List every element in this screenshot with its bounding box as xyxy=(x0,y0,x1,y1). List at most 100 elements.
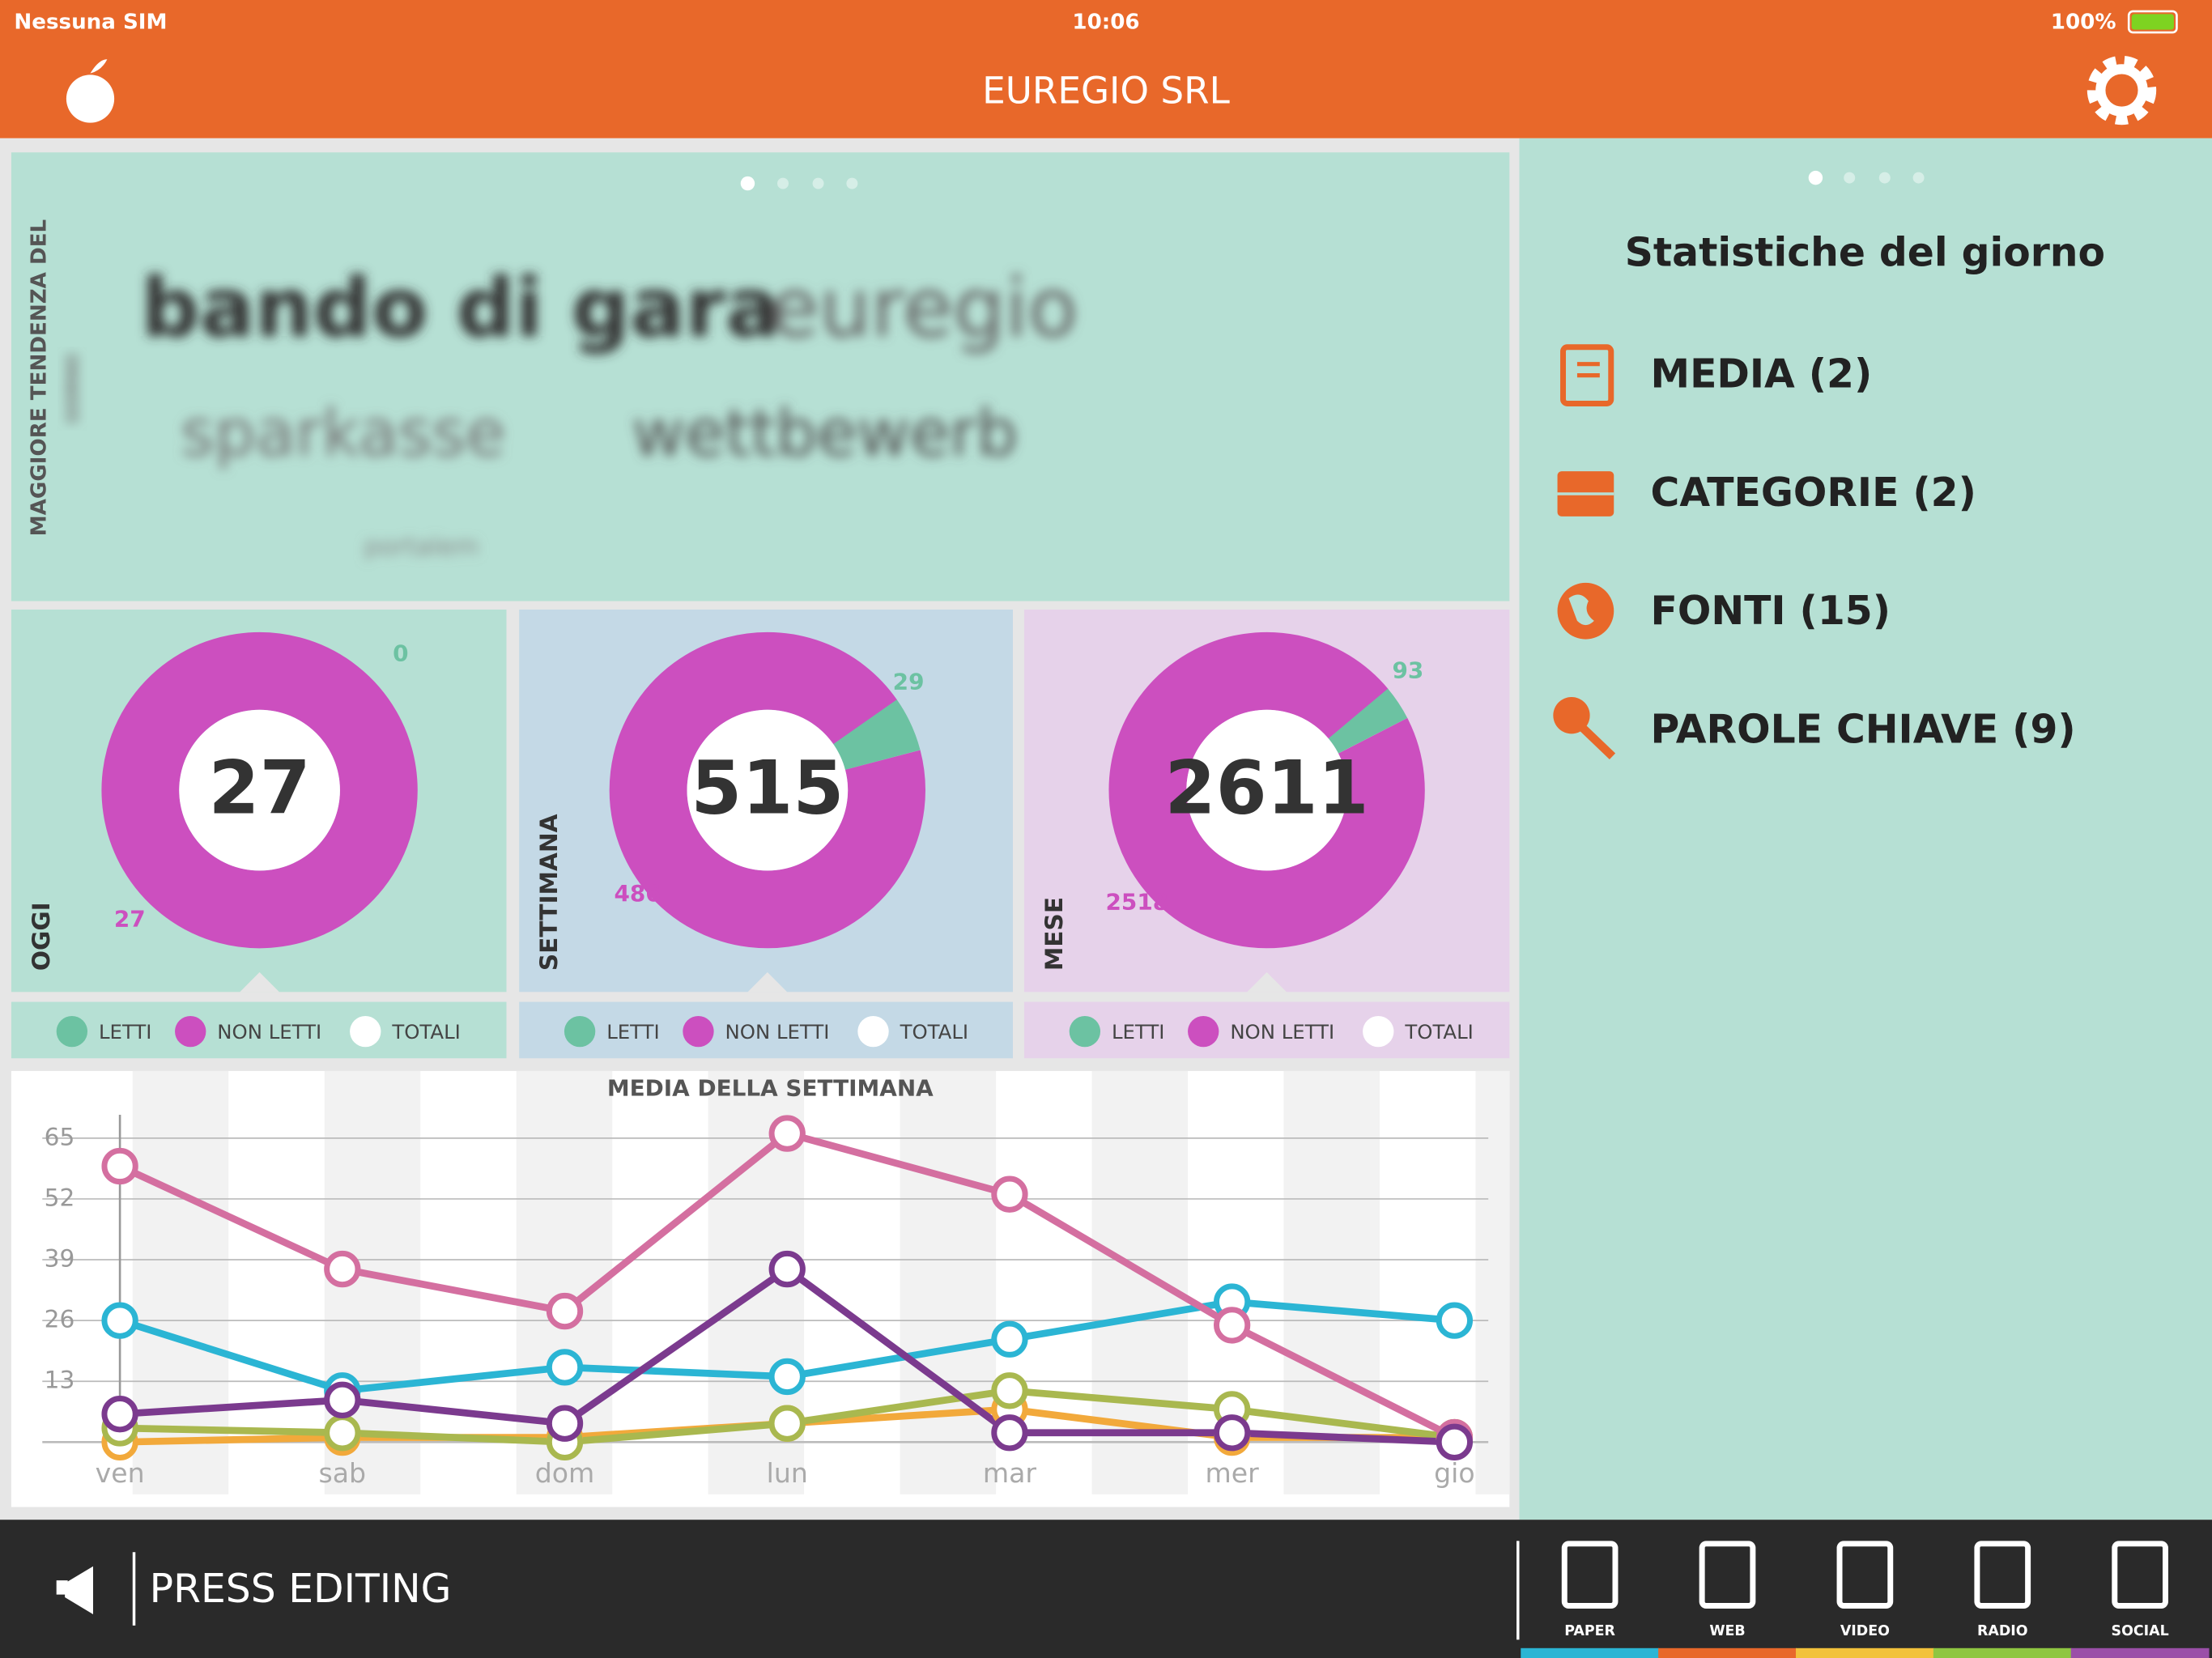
legend-swatch xyxy=(1069,1015,1101,1048)
legend-swatch xyxy=(1188,1015,1219,1048)
x-tick-label: mar xyxy=(983,1457,1037,1489)
point xyxy=(101,1302,138,1339)
trend-word: sparkasse xyxy=(181,395,506,470)
point xyxy=(768,1358,806,1396)
tab-icon xyxy=(2112,1541,2168,1609)
y-tick-label: 52 xyxy=(45,1184,75,1211)
stripe xyxy=(132,1070,229,1494)
read-label: 93 xyxy=(1392,657,1423,684)
header-bar xyxy=(0,0,2212,138)
sidebar-dots xyxy=(1808,170,1925,185)
continent xyxy=(1568,594,1594,626)
pager-dots xyxy=(740,176,858,191)
dot xyxy=(1878,172,1891,184)
x-tick-label: ven xyxy=(96,1457,145,1489)
trend-heading: MAGGIORE TENDENZA DEL xyxy=(27,219,51,537)
donut-center xyxy=(1186,709,1347,871)
donut-label: SETTIMANA xyxy=(535,814,563,971)
point xyxy=(546,1405,584,1442)
notebook xyxy=(1560,344,1614,406)
legend-swatch xyxy=(564,1015,596,1048)
dot xyxy=(777,177,789,189)
dot xyxy=(1808,170,1823,185)
point xyxy=(1436,1423,1474,1460)
y-tick-label: 65 xyxy=(45,1123,75,1150)
point xyxy=(991,1320,1028,1358)
trend-panel xyxy=(11,152,1510,602)
app-logo[interactable] xyxy=(66,74,115,123)
y-tick-label: 39 xyxy=(45,1245,75,1273)
dot xyxy=(1844,172,1856,184)
point xyxy=(768,1405,806,1442)
battery-level xyxy=(2131,14,2174,30)
donut-read xyxy=(609,631,925,949)
read-label: 29 xyxy=(893,669,925,695)
donut-label: MESE xyxy=(1040,897,1068,971)
dot xyxy=(846,177,858,189)
legend-label: LETTI xyxy=(606,1020,660,1044)
sidebar-item[interactable]: CATEGORIE (2) xyxy=(1651,470,1976,516)
legend-swatch xyxy=(857,1015,889,1048)
point xyxy=(1213,1414,1251,1452)
sidebar-item[interactable]: FONTI (15) xyxy=(1651,588,1891,634)
tab-icon xyxy=(1699,1541,1756,1609)
x-tick-label: mer xyxy=(1206,1457,1260,1489)
stripe xyxy=(1283,1070,1380,1494)
chart-title: MEDIA DELLA SETTIMANA xyxy=(607,1075,934,1102)
word-cloud: bando di gara euregio sparkasse wettbewe… xyxy=(141,260,1078,562)
megaphone-icon xyxy=(56,1566,93,1614)
app-logo-leaf xyxy=(90,59,108,74)
point xyxy=(101,1147,138,1185)
x-tick-label: dom xyxy=(535,1457,595,1489)
sidebar xyxy=(1519,138,2212,1520)
trend-word: portalem xyxy=(364,532,479,561)
icon-fonti xyxy=(1557,582,1614,640)
legend-label: TOTALI xyxy=(391,1020,461,1044)
point xyxy=(324,1414,361,1452)
point xyxy=(546,1349,584,1386)
gear xyxy=(2087,55,2157,125)
x-tick-label: lun xyxy=(767,1457,808,1489)
legend-label: LETTI xyxy=(1112,1020,1165,1044)
line-chart: 13 26 39 52 65 ven sab dom lun mar mer gio xyxy=(42,1114,1489,1489)
legend-swatch xyxy=(56,1015,88,1048)
point xyxy=(991,1372,1028,1409)
donut-unread xyxy=(609,631,925,949)
legend-label: NON LETTI xyxy=(725,1020,830,1044)
legend-label: NON LETTI xyxy=(217,1020,321,1044)
trend-word: bando di gara xyxy=(141,260,781,355)
donut-total: 27 xyxy=(209,746,311,831)
sidebar-item[interactable]: PAROLE CHIAVE (9) xyxy=(1651,707,2076,753)
key-stem xyxy=(1576,722,1616,760)
tabs: PAPER WEB VIDEO RADIO SOCIAL xyxy=(1521,1541,2210,1658)
donut-unread xyxy=(101,631,418,949)
sidebar-item[interactable]: MEDIA (2) xyxy=(1651,351,1873,397)
x-tick-label: sab xyxy=(319,1457,367,1489)
legend-label: NON LETTI xyxy=(1230,1020,1334,1044)
stripe xyxy=(1475,1070,1510,1494)
point xyxy=(324,1250,361,1288)
dot xyxy=(740,176,755,191)
pointer xyxy=(240,971,279,993)
legend-swatch xyxy=(1363,1015,1394,1048)
point xyxy=(768,1115,806,1152)
dot xyxy=(1912,172,1925,184)
legend-label: TOTALI xyxy=(900,1020,969,1044)
carrier: Nessuna SIM xyxy=(14,10,167,34)
unread-label: 486 xyxy=(614,880,661,907)
point xyxy=(991,1414,1028,1452)
tab-label: PAPER xyxy=(1564,1623,1615,1639)
legend-panel xyxy=(11,1001,507,1059)
point xyxy=(1213,1307,1251,1344)
gear-ring xyxy=(2095,64,2148,117)
y-tick-label: 13 xyxy=(45,1367,75,1394)
icon-media xyxy=(1560,344,1614,406)
bottom-title: PRESS EDITING xyxy=(150,1566,452,1612)
settings-button[interactable] xyxy=(2087,55,2157,125)
tab-label: SOCIAL xyxy=(2112,1623,2169,1639)
sidebar-title: Statistiche del giorno xyxy=(1625,229,2105,275)
tab-label: RADIO xyxy=(1977,1623,2028,1639)
legend-swatch xyxy=(175,1015,206,1048)
icon-categorie xyxy=(1557,471,1614,517)
point xyxy=(101,1396,138,1433)
